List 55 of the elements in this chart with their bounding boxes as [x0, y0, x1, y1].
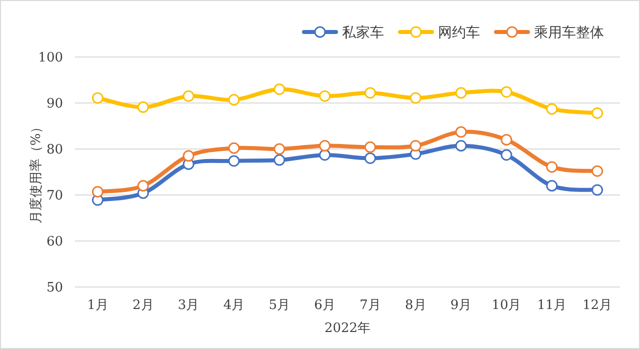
point — [546, 103, 558, 115]
x-tick-label: 7月 — [360, 298, 381, 313]
point — [364, 141, 376, 153]
y-tick-label: 90 — [46, 96, 63, 112]
point — [137, 101, 149, 113]
x-tick-label: 6月 — [314, 298, 336, 313]
point — [228, 155, 240, 167]
y-tick-label: 70 — [46, 188, 63, 204]
point — [274, 154, 286, 166]
point — [319, 140, 331, 152]
point — [182, 90, 194, 102]
point — [592, 107, 604, 119]
legend-label: 网约车 — [438, 25, 480, 41]
point — [500, 86, 512, 98]
point — [228, 142, 240, 154]
y-tick-label: 80 — [46, 142, 63, 158]
point — [455, 87, 467, 99]
x-tick-label: 9月 — [450, 298, 472, 313]
x-tick-label: 3月 — [178, 298, 200, 313]
point — [92, 186, 104, 198]
point — [319, 90, 331, 102]
point — [410, 140, 422, 152]
point — [546, 161, 558, 173]
legend-label: 乘用车整体 — [534, 25, 604, 41]
x-tick-label: 5月 — [268, 298, 290, 313]
point — [92, 92, 104, 104]
point — [500, 134, 512, 146]
x-tick-label: 10月 — [492, 298, 522, 313]
point — [500, 149, 512, 161]
point — [364, 152, 376, 164]
point — [228, 94, 240, 106]
point — [364, 87, 376, 99]
x-tick-label: 2月 — [132, 298, 154, 313]
x-tick-label: 11月 — [537, 298, 567, 313]
legend-label: 私家车 — [342, 25, 384, 41]
y-axis-title: 月度使用率（%） — [28, 120, 44, 224]
point — [592, 184, 604, 196]
point — [455, 126, 467, 138]
point — [455, 140, 467, 152]
y-tick-label: 50 — [46, 280, 63, 296]
point — [410, 92, 422, 104]
x-axis-title: 2022年 — [324, 321, 371, 336]
point — [319, 149, 331, 161]
point — [137, 180, 149, 192]
x-tick-label: 4月 — [223, 298, 245, 313]
y-tick-label: 100 — [38, 50, 63, 66]
x-tick-label: 1月 — [87, 298, 108, 313]
point — [274, 143, 286, 155]
point — [546, 180, 558, 192]
x-tick-label: 8月 — [404, 298, 426, 313]
x-tick-label: 12月 — [582, 298, 612, 313]
point — [274, 83, 286, 95]
point — [592, 165, 604, 177]
y-tick-label: 60 — [46, 234, 63, 250]
point — [182, 150, 194, 162]
